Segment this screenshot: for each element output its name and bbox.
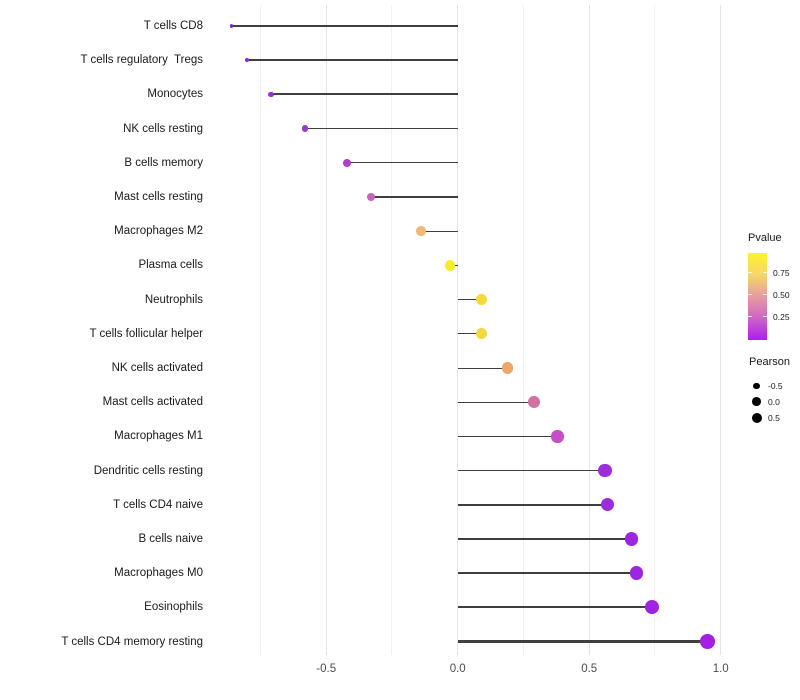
lollipop-dot: [229, 24, 234, 28]
lollipop-dot: [601, 498, 615, 512]
lollipop-stick: [457, 538, 632, 540]
lollipop-stick: [457, 333, 482, 335]
legend-pvalue: Pvalue 0.75 0.50 0.25: [748, 232, 800, 340]
pearson-size-label: 0.5: [768, 412, 780, 423]
lollipop-stick: [457, 640, 708, 643]
lollipop-stick: [305, 127, 458, 130]
y-axis-label: Neutrophils: [144, 293, 203, 306]
lollipop-stick: [457, 367, 508, 369]
colorbar-tick: [748, 316, 752, 317]
y-axis-label: B cells memory: [124, 156, 203, 169]
y-axis-label: T cells CD8: [143, 20, 203, 32]
x-tick-label: 0.5: [581, 663, 598, 675]
lollipop-dot: [444, 260, 455, 271]
x-tick-label: 1.0: [712, 663, 729, 675]
lollipop-stick: [457, 299, 482, 301]
lollipop-stick: [457, 503, 608, 506]
y-axis-label: Macrophages M1: [114, 430, 203, 443]
colorbar-tick-label: 0.25: [773, 311, 790, 322]
colorbar-tick: [763, 316, 767, 317]
lollipop-stick: [270, 93, 458, 96]
lollipop-dot: [501, 362, 514, 374]
legend-pearson-title: Pearson: [749, 356, 790, 368]
lollipop-stick: [370, 196, 458, 198]
lollipop-stick: [347, 162, 458, 164]
colorbar-tick: [763, 272, 767, 273]
lollipop-stick: [457, 435, 558, 438]
lollipop-dot: [475, 294, 487, 306]
lollipop-dot: [624, 532, 639, 546]
lollipop-stick: [457, 469, 605, 472]
lollipop-dot: [366, 192, 376, 202]
pearson-size-dot: [753, 382, 761, 390]
lollipop-dot: [268, 91, 274, 98]
x-tick-label: -0.5: [316, 663, 337, 675]
y-axis-label: T cells follicular helper: [89, 327, 203, 340]
y-axis-label: NK cells activated: [111, 362, 203, 374]
lollipop-dot: [528, 396, 540, 409]
gridline-minor: [522, 5, 524, 655]
gridline-major: [720, 5, 722, 655]
lollipop-stick: [420, 230, 458, 232]
lollipop-dot: [343, 158, 352, 167]
y-axis-label: NK cells resting: [123, 122, 203, 135]
colorbar-tick: [763, 294, 767, 295]
lollipop-stick: [457, 401, 534, 403]
y-axis-label: Mast cells activated: [102, 396, 203, 409]
colorbar-tick-label: 0.50: [773, 289, 790, 300]
x-tick-label: 0.0: [449, 663, 466, 675]
y-axis-label: Macrophages M2: [114, 225, 203, 238]
gridline-major: [588, 5, 590, 655]
legend-pearson: Pearson -0.5 0.0 0.5: [749, 356, 800, 423]
gridline-minor: [654, 5, 656, 655]
pvalue-colorbar-gradient: [748, 253, 767, 340]
legend-pvalue-title: Pvalue: [748, 232, 782, 244]
y-axis-label: Macrophages M0: [114, 567, 203, 580]
lollipop-stick: [247, 59, 458, 62]
pearson-size-label: -0.5: [768, 381, 783, 391]
y-axis-label: Mast cells resting: [114, 191, 203, 203]
lollipop-stick: [457, 572, 637, 575]
lollipop-dot: [416, 226, 426, 236]
colorbar-tick-label: 0.75: [773, 267, 790, 278]
y-axis-label: Plasma cells: [138, 259, 203, 272]
lollipop-dot: [645, 600, 660, 615]
gridline-major: [457, 5, 459, 655]
y-axis-label: Dendritic cells resting: [93, 464, 203, 477]
colorbar-tick: [748, 272, 752, 273]
y-axis-label: T cells CD4 memory resting: [61, 635, 203, 648]
lollipop-dot: [598, 464, 612, 478]
gridline-minor: [259, 5, 261, 655]
lollipop-dot: [700, 634, 715, 649]
y-axis-label: T cells regulatory Tregs: [80, 54, 203, 67]
pearson-size-label: 0.0: [768, 396, 780, 407]
lollipop-dot: [475, 328, 487, 340]
pearson-size-dot: [751, 412, 762, 423]
y-axis-label: Eosinophils: [144, 601, 203, 614]
pearson-size-dot: [752, 397, 762, 407]
lollipop-dot: [629, 566, 644, 580]
lollipop-stick: [231, 24, 458, 28]
colorbar-tick: [748, 294, 752, 295]
lollipop-dot: [245, 58, 250, 63]
y-axis-label: B cells naive: [138, 533, 203, 545]
y-axis-label: T cells CD4 naive: [113, 498, 203, 511]
lollipop-dot: [551, 430, 564, 443]
y-axis-label: Monocytes: [147, 88, 203, 101]
lollipop-dot: [301, 125, 309, 132]
gridline-minor: [391, 5, 393, 655]
gridline-major: [325, 5, 327, 655]
lollipop-stick: [457, 606, 653, 609]
